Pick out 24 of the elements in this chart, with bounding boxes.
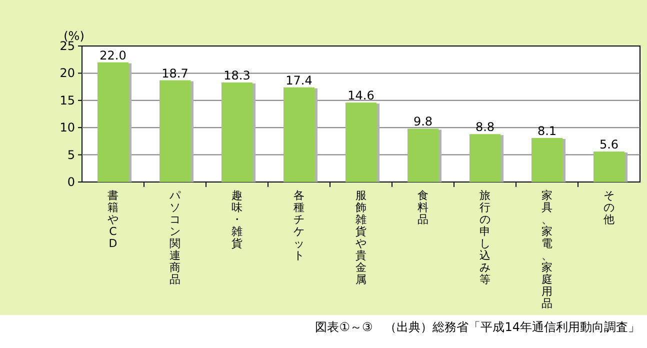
- x-tick-label: パソコン関連商品: [168, 189, 182, 286]
- data-label: 18.3: [224, 68, 250, 82]
- category-label: 家具、家電、家庭用品: [542, 189, 552, 310]
- x-tick-label: 趣味・雑貨: [232, 189, 242, 250]
- x-tick-label: 食料品: [418, 189, 428, 226]
- y-tick-label: 15: [60, 93, 75, 108]
- x-tick-label: 服飾雑貨や貴金属: [356, 189, 366, 286]
- data-label: 17.4: [286, 73, 312, 88]
- x-tick-label: 各種チケット: [294, 189, 304, 262]
- text: 図表①～③ （出典）総務省「平成14年通信利用動向調査」: [315, 320, 640, 334]
- data-label: 5.6: [599, 138, 619, 152]
- y-tick-label: 10: [60, 120, 75, 135]
- data-label: 8.8: [475, 120, 495, 134]
- x-tick-label: その他: [604, 189, 614, 226]
- data-label: 22.0: [100, 48, 126, 62]
- data-label: 18.7: [162, 66, 188, 80]
- data-label: 9.8: [413, 114, 433, 129]
- y-tick-label: 20: [60, 66, 75, 80]
- y-tick-label: 5: [67, 148, 75, 162]
- y-tick-label: 0: [67, 175, 75, 189]
- x-tick-label: 旅行の申し込み等: [480, 189, 490, 286]
- x-tick-label: 書籍やCD: [108, 189, 118, 250]
- data-label: 14.6: [348, 88, 374, 103]
- data-label: 8.1: [537, 124, 557, 138]
